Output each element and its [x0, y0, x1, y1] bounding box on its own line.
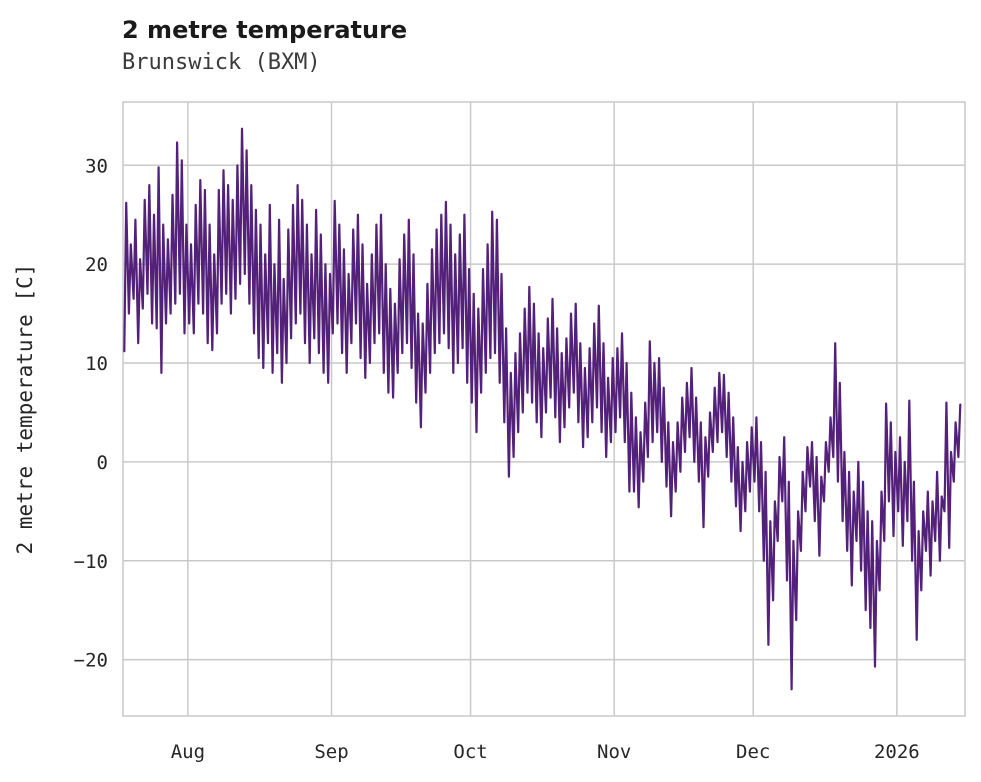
x-axis-tick-labels: Aug Sep Oct Nov Dec 2026 — [171, 741, 920, 763]
x-tick-label: 2026 — [874, 741, 920, 763]
temperature-line — [123, 127, 962, 691]
y-tick-label: 20 — [85, 254, 108, 276]
plot-border — [122, 101, 966, 717]
x-tick-label: Oct — [453, 741, 487, 763]
x-tick-label: Nov — [597, 741, 631, 763]
y-tick-label: 0 — [97, 452, 108, 474]
y-tick-label: −10 — [74, 551, 108, 573]
x-tick-label: Sep — [314, 741, 348, 763]
chart-title: 2 metre temperature — [122, 16, 408, 44]
y-tick-label: 10 — [85, 353, 108, 375]
chart-subtitle: Brunswick (BXM) — [122, 50, 321, 75]
y-axis-label: 2 metre temperature [C] — [13, 264, 37, 555]
y-tick-label: 30 — [85, 155, 108, 177]
y-tick-label: −20 — [74, 650, 108, 672]
x-tick-label: Dec — [736, 741, 770, 763]
temperature-series-path — [123, 127, 962, 691]
x-tick-label: Aug — [171, 741, 205, 763]
y-axis-tick-labels: 30 20 10 0 −10 −20 — [74, 155, 108, 671]
